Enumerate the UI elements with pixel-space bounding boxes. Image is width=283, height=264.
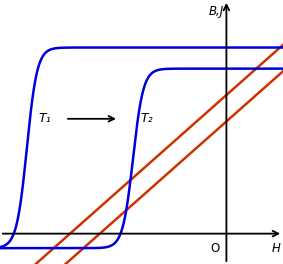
Text: B,J: B,J [208, 5, 224, 18]
Text: T₁: T₁ [39, 112, 52, 125]
Text: H: H [271, 242, 280, 254]
Text: O: O [211, 242, 220, 254]
Text: T₂: T₂ [141, 112, 153, 125]
